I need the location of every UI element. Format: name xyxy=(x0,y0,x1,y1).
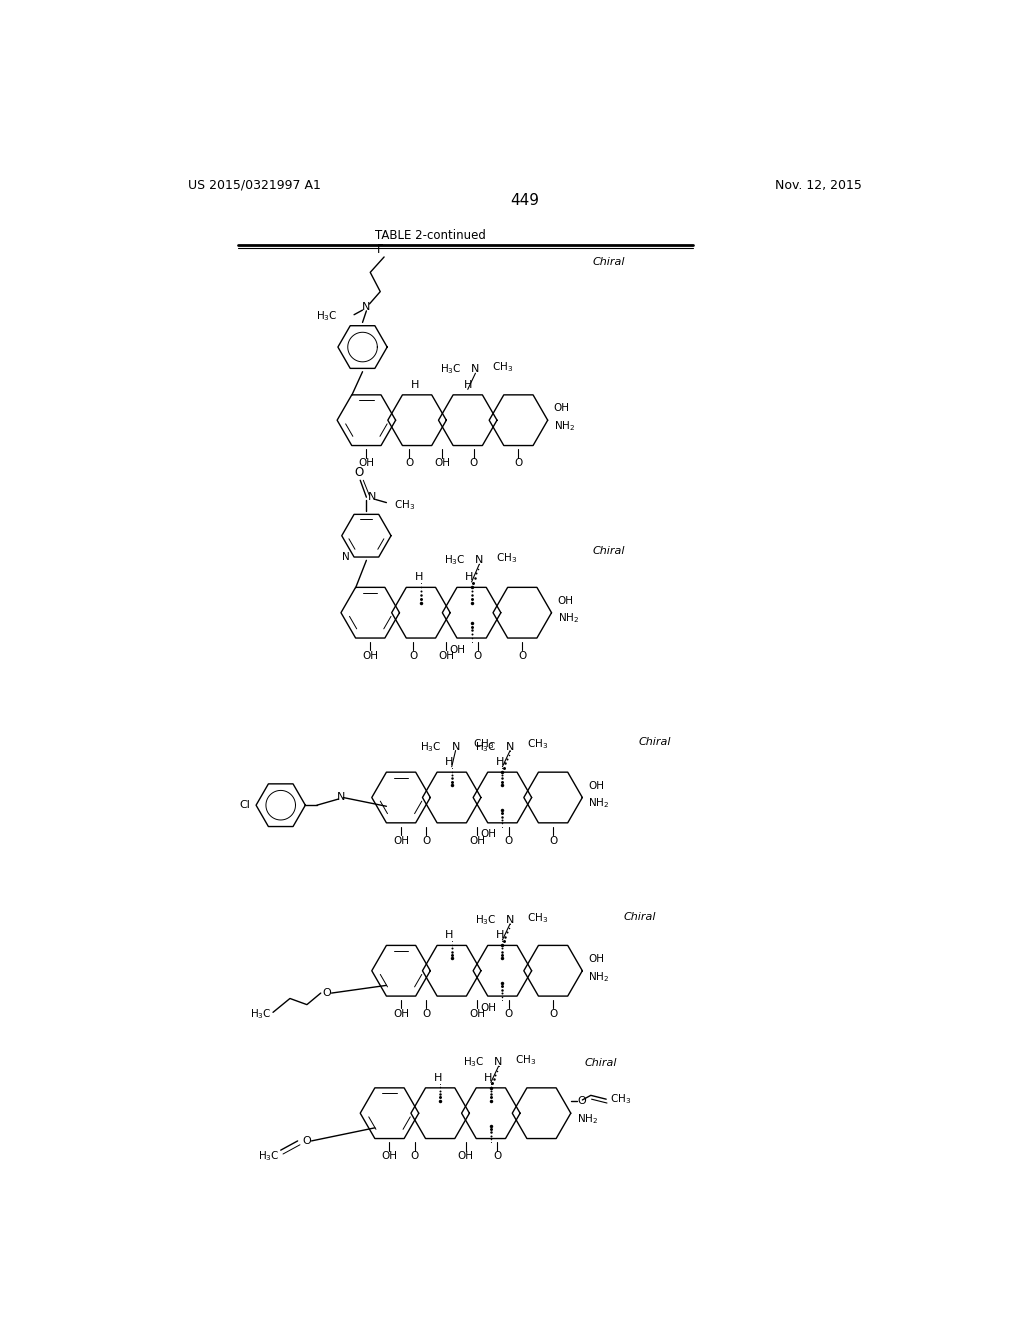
Text: OH: OH xyxy=(358,458,375,469)
Text: OH: OH xyxy=(480,829,497,840)
Text: OH: OH xyxy=(438,651,455,661)
Text: TABLE 2-continued: TABLE 2-continued xyxy=(376,228,486,242)
Text: CH$_3$: CH$_3$ xyxy=(472,738,494,751)
Text: CH$_3$: CH$_3$ xyxy=(493,360,514,374)
Text: OH: OH xyxy=(393,1008,409,1019)
Text: H$_3$C: H$_3$C xyxy=(443,553,466,568)
Text: H: H xyxy=(411,380,419,389)
Text: O: O xyxy=(470,458,478,469)
Text: H: H xyxy=(496,758,504,767)
Text: OH: OH xyxy=(554,404,569,413)
Text: N: N xyxy=(475,556,483,565)
Text: Chiral: Chiral xyxy=(585,1059,617,1068)
Text: H$_3$C: H$_3$C xyxy=(258,1150,280,1163)
Text: O: O xyxy=(411,1151,419,1162)
Text: O: O xyxy=(514,458,522,469)
Text: OH: OH xyxy=(458,1151,473,1162)
Text: O: O xyxy=(549,1008,557,1019)
Text: N: N xyxy=(337,792,345,803)
Text: H$_3$C: H$_3$C xyxy=(475,739,497,754)
Text: O: O xyxy=(410,651,418,661)
Text: H$_3$C: H$_3$C xyxy=(475,913,497,927)
Text: OH: OH xyxy=(362,651,378,661)
Text: Cl: Cl xyxy=(239,800,250,810)
Text: H$_3$C: H$_3$C xyxy=(463,1056,484,1069)
Text: O: O xyxy=(422,1008,430,1019)
Text: CH$_3$: CH$_3$ xyxy=(527,738,548,751)
Text: H: H xyxy=(434,1073,442,1082)
Text: OH: OH xyxy=(589,781,604,791)
Text: F: F xyxy=(377,243,384,256)
Text: OH: OH xyxy=(558,597,573,606)
Text: N: N xyxy=(506,915,514,925)
Text: N: N xyxy=(471,364,479,375)
Text: N: N xyxy=(495,1057,503,1068)
Text: H$_3$C: H$_3$C xyxy=(315,309,337,323)
Text: H$_3$C: H$_3$C xyxy=(250,1007,271,1020)
Text: N: N xyxy=(452,742,460,751)
Text: OH: OH xyxy=(393,836,409,846)
Text: N: N xyxy=(342,552,350,562)
Text: O: O xyxy=(323,989,332,998)
Text: O: O xyxy=(505,836,513,846)
Text: Nov. 12, 2015: Nov. 12, 2015 xyxy=(775,178,862,191)
Text: N: N xyxy=(362,302,371,312)
Text: O: O xyxy=(354,466,364,479)
Text: OH: OH xyxy=(450,644,466,655)
Text: H$_3$C: H$_3$C xyxy=(420,739,441,754)
Text: NH$_2$: NH$_2$ xyxy=(558,611,579,626)
Text: Chiral: Chiral xyxy=(639,737,672,747)
Text: H: H xyxy=(465,573,473,582)
Text: H: H xyxy=(415,573,423,582)
Text: OH: OH xyxy=(469,836,485,846)
Text: Chiral: Chiral xyxy=(624,912,655,921)
Text: NH$_2$: NH$_2$ xyxy=(589,970,609,983)
Text: Chiral: Chiral xyxy=(593,546,625,556)
Text: CH$_3$: CH$_3$ xyxy=(515,1053,537,1067)
Text: OH: OH xyxy=(469,1008,485,1019)
Text: O: O xyxy=(474,651,482,661)
Text: O: O xyxy=(518,651,526,661)
Text: O: O xyxy=(422,836,430,846)
Text: H: H xyxy=(445,931,454,940)
Text: H: H xyxy=(445,758,454,767)
Text: O: O xyxy=(549,836,557,846)
Text: OH: OH xyxy=(589,954,604,964)
Text: CH$_3$: CH$_3$ xyxy=(610,1092,631,1106)
Text: CH$_3$: CH$_3$ xyxy=(394,498,416,512)
Text: O: O xyxy=(505,1008,513,1019)
Text: N: N xyxy=(506,742,514,751)
Text: CH$_3$: CH$_3$ xyxy=(497,552,517,565)
Text: H: H xyxy=(496,931,504,940)
Text: 449: 449 xyxy=(510,193,540,209)
Text: O: O xyxy=(577,1097,586,1106)
Text: NH$_2$: NH$_2$ xyxy=(577,1113,598,1126)
Text: H: H xyxy=(484,1073,493,1082)
Text: Chiral: Chiral xyxy=(593,257,625,268)
Text: O: O xyxy=(302,1137,311,1146)
Text: CH$_3$: CH$_3$ xyxy=(527,911,548,924)
Text: H$_3$C: H$_3$C xyxy=(440,363,462,376)
Text: N: N xyxy=(369,492,377,502)
Text: O: O xyxy=(493,1151,501,1162)
Text: OH: OH xyxy=(434,458,451,469)
Text: OH: OH xyxy=(480,1003,497,1012)
Text: NH$_2$: NH$_2$ xyxy=(554,420,575,433)
Text: O: O xyxy=(406,458,414,469)
Text: NH$_2$: NH$_2$ xyxy=(589,796,609,810)
Text: US 2015/0321997 A1: US 2015/0321997 A1 xyxy=(188,178,322,191)
Text: H: H xyxy=(464,380,472,389)
Text: OH: OH xyxy=(382,1151,397,1162)
